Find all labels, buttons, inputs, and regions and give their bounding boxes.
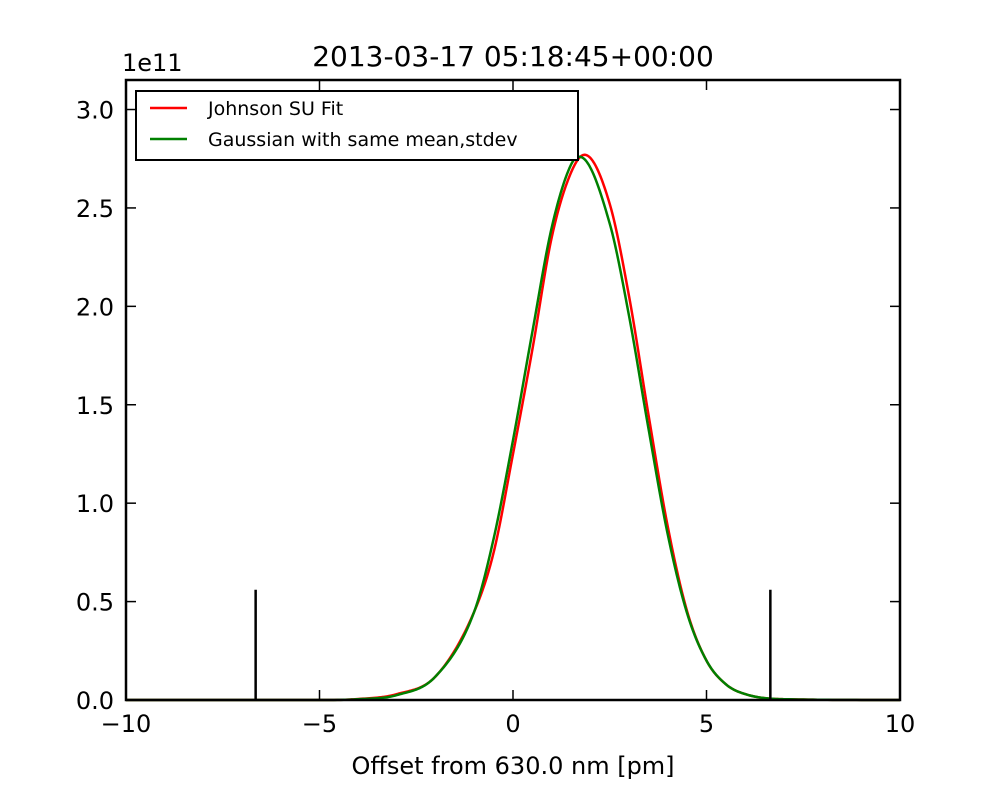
legend: Johnson SU Fit Gaussian with same mean,st… xyxy=(135,90,579,161)
x-tick-label: 5 xyxy=(699,710,714,738)
x-axis-label: Offset from 630.0 nm [pm] xyxy=(351,752,674,780)
plot-area: −10 −5 0 5 10 0.0 0.5 1.0 1.5 2.0 2.5 3.0 Johnson SU… xyxy=(76,78,916,738)
x-tick-label: 10 xyxy=(885,710,916,738)
legend-box xyxy=(135,90,579,161)
y-tick-label: 0.0 xyxy=(76,687,114,715)
y-tick-label: 1.0 xyxy=(76,490,114,518)
legend-label-0: Johnson SU Fit xyxy=(207,98,343,120)
series-line-1 xyxy=(126,155,901,702)
chart-title: 2013-03-17 05:18:45+00:00 xyxy=(312,40,714,73)
x-tick-label: −10 xyxy=(101,710,152,738)
x-tick-label: −5 xyxy=(302,710,337,738)
y-tick-label: 0.5 xyxy=(76,589,114,617)
y-tick-label: 2.5 xyxy=(76,195,114,223)
x-tick-label: 0 xyxy=(505,710,520,738)
y-tick-label: 2.0 xyxy=(76,293,114,321)
y-tick-label: 3.0 xyxy=(76,97,114,125)
y-multiplier-label: 1e11 xyxy=(122,49,183,77)
y-tick-label: 1.5 xyxy=(76,392,114,420)
legend-label-1: Gaussian with same mean,stdev xyxy=(208,129,518,151)
